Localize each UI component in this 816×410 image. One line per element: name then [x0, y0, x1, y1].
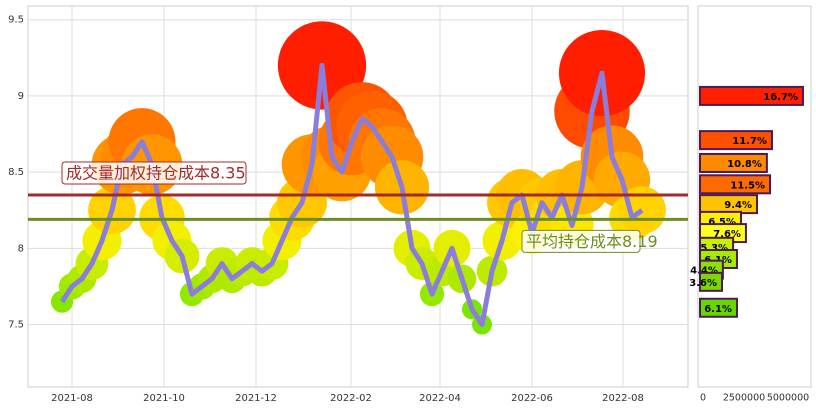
bar-label: 3.6% [689, 278, 717, 289]
y-tick-label: 9 [18, 91, 24, 102]
cost-label-text: 平均持仓成本8.19 [526, 232, 658, 251]
bar-label: 9.4% [724, 200, 752, 211]
cost-label: 平均持仓成本8.19 [521, 229, 658, 253]
y-tick-label: 7.5 [8, 320, 24, 331]
bar-label: 7.6% [713, 229, 741, 240]
bar-label: 10.8% [727, 159, 762, 170]
x-tick-label: 2021-08 [51, 393, 93, 404]
x-tick-label: 2022-06 [511, 393, 553, 404]
cost-label-text: 成交量加权持仓成本8.35 [66, 163, 246, 182]
cost-label: 成交量加权持仓成本8.35 [61, 161, 247, 185]
x-tick-label: 2022-08 [602, 393, 644, 404]
y-tick-label: 9.5 [8, 15, 24, 26]
volume-bar [699, 297, 738, 318]
x-tick-label: 5000000 [767, 393, 809, 404]
y-tick-label: 8 [18, 243, 24, 254]
bar-label: 5.3% [700, 243, 728, 254]
x-tick-label: 2500000 [723, 393, 765, 404]
volume-bar [699, 174, 772, 195]
bar-label: 6.5% [708, 217, 736, 228]
x-tick-label: 2022-02 [330, 393, 372, 404]
y-tick-label: 8.5 [8, 167, 24, 178]
volume-bar [699, 152, 768, 173]
volume-bar [699, 85, 804, 106]
volume-bar [699, 130, 773, 151]
bar-label: 4.4% [690, 266, 718, 277]
x-tick-label: 2021-12 [235, 393, 277, 404]
volume-bar [699, 271, 723, 292]
price-line [59, 62, 644, 327]
x-tick-label: 2021-10 [143, 393, 185, 404]
cost-label-box [61, 161, 247, 185]
bar-label: 11.5% [730, 180, 765, 191]
bar-label: 16.7% [763, 92, 798, 103]
x-tick-label: 2022-04 [419, 393, 461, 404]
bar-label: 11.7% [732, 136, 767, 147]
cost-label-box [521, 229, 641, 253]
x-tick-label: 0 [700, 393, 706, 404]
bar-label: 6.1% [704, 304, 732, 315]
